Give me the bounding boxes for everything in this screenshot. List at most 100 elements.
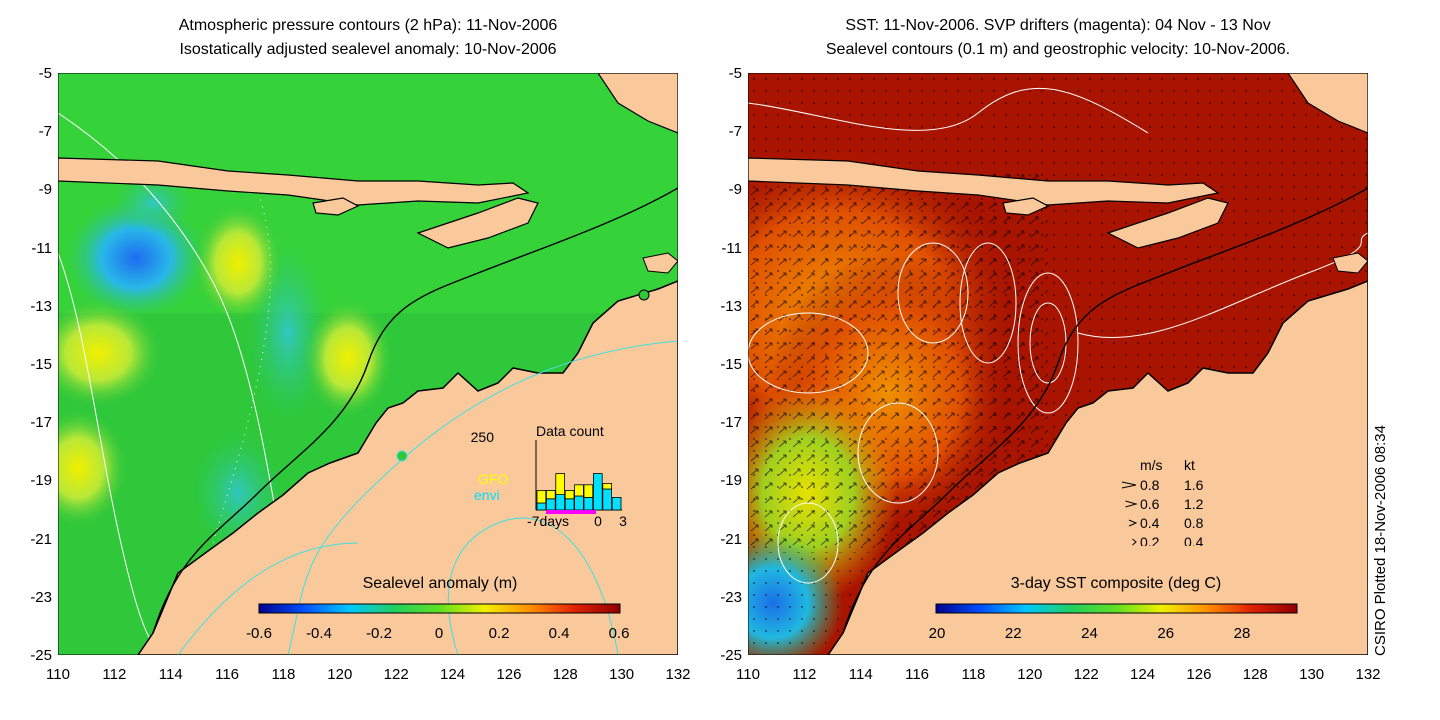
- right-x-tick-label: 120: [1017, 666, 1043, 683]
- inset-legend-gfo: GFO: [478, 471, 508, 487]
- inset-legend-envi: envi: [474, 487, 500, 503]
- left-colorbar-tick: -0.4: [306, 625, 332, 642]
- anomaly-high-south: [58, 408, 128, 528]
- right-x-tick-label: 132: [1355, 666, 1381, 683]
- right-colorbar-tick: 28: [1233, 625, 1251, 642]
- left-colorbar-tick: 0.2: [488, 625, 510, 642]
- right-colorbar-label: 3-day SST composite (deg C): [1010, 575, 1222, 592]
- left-y-tick-label: -25: [30, 647, 52, 664]
- left-land-islands-top: [58, 157, 530, 206]
- left-land-north-corner: [597, 73, 678, 134]
- right-map: [748, 73, 1368, 655]
- velocity-legend-row: 0.2 0.4: [1132, 534, 1204, 546]
- inset-bar-gfo: [602, 483, 613, 490]
- velocity-header-ms: m/s: [1140, 457, 1163, 473]
- inset-ymax-label: 250: [471, 429, 495, 445]
- right-y-tick-label: -25: [720, 647, 742, 664]
- left-colorbar-tick: 0.6: [608, 625, 630, 642]
- left-y-tick-label: -11: [31, 239, 52, 257]
- right-x-tick-label: 128: [1242, 666, 1268, 683]
- velocity-arrow-icon: [1121, 481, 1137, 489]
- left-x-tick-label: 126: [496, 666, 522, 683]
- right-y-tick-label: -11: [721, 239, 742, 257]
- left-x-tick-label: 112: [102, 666, 127, 683]
- velocity-kt-value: 1.2: [1184, 496, 1204, 512]
- anomaly-high-west: [58, 298, 163, 408]
- inset-x-label-start: -7days: [527, 513, 569, 529]
- inset-bar-gfo: [583, 484, 594, 498]
- left-x-tick-label: 114: [158, 666, 183, 683]
- left-colorbar-tick: -0.2: [366, 625, 392, 642]
- inset-x-label-zero: 0: [594, 513, 602, 529]
- left-y-tick-label: -21: [30, 530, 52, 548]
- right-colorbar-tick: 22: [1004, 625, 1022, 642]
- right-x-tick-label: 114: [848, 666, 873, 683]
- right-title-line1: SST: 11-Nov-2006. SVP drifters (magenta)…: [845, 17, 1271, 34]
- right-land-islands-top: [748, 157, 1220, 206]
- left-x-tick-label: 120: [327, 666, 353, 683]
- right-land-sumba: [1002, 197, 1050, 216]
- velocity-legend-row: 0.4 0.8: [1128, 515, 1204, 531]
- left-y-tick-label: -13: [30, 297, 52, 315]
- left-x-tick-label: 110: [46, 666, 70, 683]
- left-title-line2: Isostatically adjusted sealevel anomaly:…: [179, 41, 557, 58]
- velocity-ms-value: 0.6: [1140, 496, 1160, 512]
- right-y-tick-label: -17: [720, 414, 742, 432]
- velocity-legend-row: 0.6 1.2: [1125, 496, 1204, 512]
- velocity-ms-value: 0.8: [1140, 477, 1160, 493]
- right-x-tick-label: 126: [1186, 666, 1212, 683]
- left-x-tick-label: 130: [609, 666, 635, 683]
- left-colorbar-tick: -0.6: [246, 625, 272, 642]
- left-colorbar-tick: 0: [434, 625, 444, 642]
- velocity-legend: m/s kt 0.8 1.6 0.6 1.2 0.4 0.8 0.2 0.4: [1121, 457, 1204, 546]
- right-colorbar-tick: 26: [1157, 625, 1175, 642]
- left-land-sumba: [312, 197, 360, 216]
- inset-bar-envi: [555, 494, 566, 511]
- left-y-tick-label: -23: [30, 588, 52, 606]
- left-land-australia: [137, 280, 678, 655]
- inset-bar-envi: [602, 488, 613, 511]
- inset-bar-envi: [611, 497, 622, 511]
- inset-bar-envi: [574, 495, 584, 511]
- right-x-tick-label: 116: [905, 666, 930, 683]
- left-colorbar-tick: 0.4: [548, 625, 570, 642]
- left-land-timor: [416, 197, 539, 249]
- left-map: [58, 73, 678, 655]
- left-x-tick-label: 118: [271, 666, 296, 683]
- inset-bar-envi: [593, 473, 603, 511]
- right-land-timor: [1106, 197, 1229, 249]
- credit-text: CSIRO Plotted 18-Nov-2006 08:34: [1372, 425, 1389, 656]
- left-y-tick-label: -5: [38, 65, 52, 82]
- right-x-tick-label: 110: [736, 666, 760, 683]
- left-y-tick-label: -17: [30, 414, 52, 432]
- right-land-north-corner: [1287, 73, 1368, 134]
- left-y-tick-label: -19: [30, 472, 52, 490]
- velocity-kt-value: 0.8: [1184, 515, 1204, 531]
- right-title-line2: Sealevel contours (0.1 m) and geostrophi…: [825, 41, 1291, 58]
- inset-title: Data count: [536, 423, 604, 439]
- velocity-arrow-icon: [1128, 519, 1138, 527]
- velocity-arrow-icon: [1132, 538, 1137, 546]
- right-x-tick-label: 118: [961, 666, 986, 683]
- inset-bar-gfo: [574, 484, 584, 497]
- left-title-line1: Atmospheric pressure contours (2 hPa): 1…: [178, 17, 558, 34]
- left-y-tick-label: -9: [38, 181, 52, 199]
- right-y-tick-label: -9: [728, 181, 742, 199]
- left-x-tick-label: 132: [665, 666, 691, 683]
- inset-bar-gfo: [546, 490, 556, 500]
- velocity-kt-value: 0.4: [1184, 534, 1204, 546]
- inset-bar-gfo: [536, 490, 547, 504]
- right-x-tick-label: 122: [1073, 666, 1099, 683]
- right-colorbar-tick: 24: [1081, 625, 1098, 642]
- data-count-inset: 250 Data count GFO envi -7days 0 3: [471, 423, 627, 529]
- right-y-tick-label: -13: [720, 297, 742, 315]
- inset-bar-gfo: [564, 490, 575, 500]
- left-y-tick-label: -7: [38, 123, 52, 141]
- left-x-tick-label: 122: [383, 666, 409, 683]
- left-colorbar: [258, 603, 621, 614]
- anomaly-high-center: [193, 203, 283, 323]
- velocity-ms-value: 0.4: [1140, 515, 1160, 531]
- left-y-tick-label: -15: [30, 356, 52, 373]
- inset-bar-envi: [546, 498, 556, 511]
- left-x-tick-label: 128: [552, 666, 578, 683]
